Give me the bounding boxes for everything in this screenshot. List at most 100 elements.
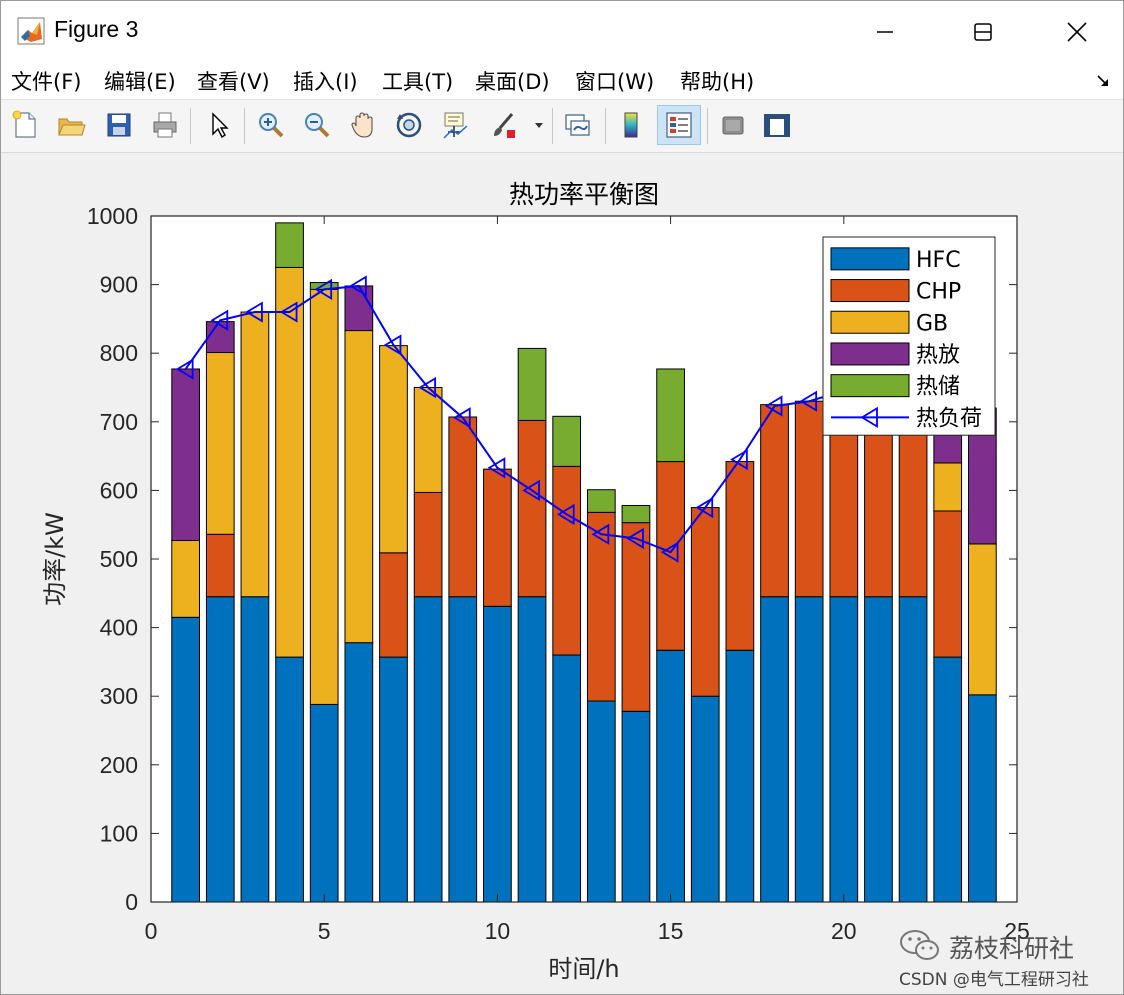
new-figure-button[interactable]	[7, 107, 43, 143]
bar-GB-24	[968, 543, 997, 696]
line-marker-7	[383, 334, 402, 356]
legend-swatch-热储	[830, 374, 910, 398]
brush-dropdown-icon[interactable]	[534, 122, 544, 130]
menu-insert[interactable]: 插入(I)	[293, 70, 358, 94]
bar-HFC-22	[898, 596, 928, 903]
line-marker-15	[660, 541, 679, 563]
line-marker-14	[626, 527, 644, 550]
legend-label-HFC: HFC	[916, 248, 961, 273]
hide-plot-tools-button[interactable]	[715, 107, 751, 143]
dock-arrow-icon[interactable]	[1095, 73, 1111, 89]
open-file-icon	[58, 118, 86, 136]
bar-CHP-17	[725, 461, 755, 651]
xtick-label-25: 25	[1004, 918, 1030, 944]
window-title: Figure 3	[54, 16, 139, 42]
bar-GB-8	[413, 387, 443, 493]
line-marker-6	[349, 275, 367, 297]
minimize-btn[interactable]	[861, 9, 907, 53]
minimize-icon	[975, 31, 991, 33]
xtick-label-0: 0	[145, 918, 158, 944]
line-marker-17	[730, 448, 748, 471]
colorbar-button[interactable]	[613, 107, 649, 143]
zoom-in-button[interactable]	[253, 107, 289, 143]
xtick-label-5: 5	[318, 918, 331, 944]
bar-GB-23	[933, 462, 963, 512]
save-icon	[107, 113, 131, 137]
bar-CHP-18	[760, 404, 789, 598]
save-button[interactable]	[101, 107, 137, 143]
show-plot-tools-button[interactable]	[759, 107, 795, 143]
matlab-logo-icon	[17, 17, 45, 45]
line-marker-3	[245, 301, 263, 323]
ytick-label-500: 500	[100, 546, 138, 572]
line-marker-2	[210, 309, 229, 331]
menu-file[interactable]: 文件(F)	[11, 70, 82, 94]
menu-view[interactable]: 查看(V)	[197, 70, 270, 94]
bar-CHP-19	[794, 400, 824, 598]
pan-button[interactable]	[345, 107, 381, 143]
close-button[interactable]	[1053, 9, 1099, 53]
data-cursor-button[interactable]	[437, 107, 473, 143]
watermark-csdn: CSDN @电气工程研习社	[899, 970, 1089, 990]
zoom-in-icon	[259, 113, 284, 138]
bar-HFC-19	[794, 596, 824, 903]
bar-GB-6	[344, 330, 374, 644]
brush-button[interactable]	[485, 107, 521, 143]
bar-HFC-6	[344, 642, 374, 903]
open-file-button[interactable]	[53, 107, 89, 143]
toolbar	[1, 100, 1123, 153]
rotate-3d-button[interactable]	[391, 107, 427, 143]
ytick-label-0: 0	[125, 889, 138, 915]
menu-help[interactable]: 帮助(H)	[680, 70, 755, 94]
line-marker-9	[453, 407, 471, 429]
legend-button[interactable]	[657, 105, 701, 145]
bar-HFC-9	[448, 596, 478, 903]
bar-CHP-16	[690, 507, 720, 697]
pan-hand-icon	[351, 112, 373, 138]
bar-GB-2	[205, 352, 235, 535]
bar-热放-1	[171, 368, 200, 541]
brush-icon	[494, 113, 515, 138]
line-marker-13	[591, 523, 610, 545]
line-marker-8	[418, 376, 437, 399]
line-marker-5	[314, 278, 333, 300]
bar-CHP-8	[413, 491, 443, 598]
bar-HFC-15	[656, 649, 685, 903]
bar-热储-4	[275, 222, 304, 268]
pointer-button[interactable]	[201, 107, 237, 143]
xtick-label-20: 20	[831, 918, 857, 944]
bar-HFC-24	[968, 694, 997, 903]
bar-热放-2	[205, 321, 235, 354]
line-marker-19	[799, 390, 818, 412]
ytick-label-200: 200	[100, 752, 138, 778]
y-axis-label: 功率/kW	[41, 512, 69, 606]
bar-HFC-18	[760, 596, 789, 903]
menu-window[interactable]: 窗口(W)	[575, 70, 655, 94]
minimize-button[interactable]	[959, 9, 1007, 53]
bar-HFC-16	[690, 695, 720, 903]
zoom-out-button[interactable]	[299, 107, 335, 143]
print-button[interactable]	[147, 107, 183, 143]
legend-label-GB: GB	[916, 311, 948, 336]
menu-edit[interactable]: 编辑(E)	[104, 70, 176, 94]
maximize-button[interactable]	[959, 9, 1005, 53]
title-bar[interactable]: Figure 3	[1, 1, 1123, 61]
line-marker-16	[695, 496, 714, 519]
hide-plot-tools-icon	[722, 116, 744, 135]
menu-tools[interactable]: 工具(T)	[382, 70, 454, 94]
watermark-name: 荔枝科研社	[949, 934, 1075, 963]
bar-CHP-10	[483, 468, 512, 607]
bar-GB-4	[275, 266, 304, 658]
legend-swatch-GB	[830, 310, 910, 334]
link-plot-button[interactable]	[559, 107, 595, 143]
line-marker-18	[764, 395, 783, 417]
zoom-out-icon	[305, 113, 330, 138]
bar-HFC-5	[309, 703, 339, 903]
bar-GB-1	[171, 539, 200, 618]
bar-CHP-13	[586, 511, 616, 702]
legend-swatch-CHP	[830, 279, 910, 303]
legend-swatch-热放	[830, 342, 910, 366]
bar-HFC-10	[483, 605, 512, 903]
menu-desktop[interactable]: 桌面(D)	[475, 70, 550, 94]
